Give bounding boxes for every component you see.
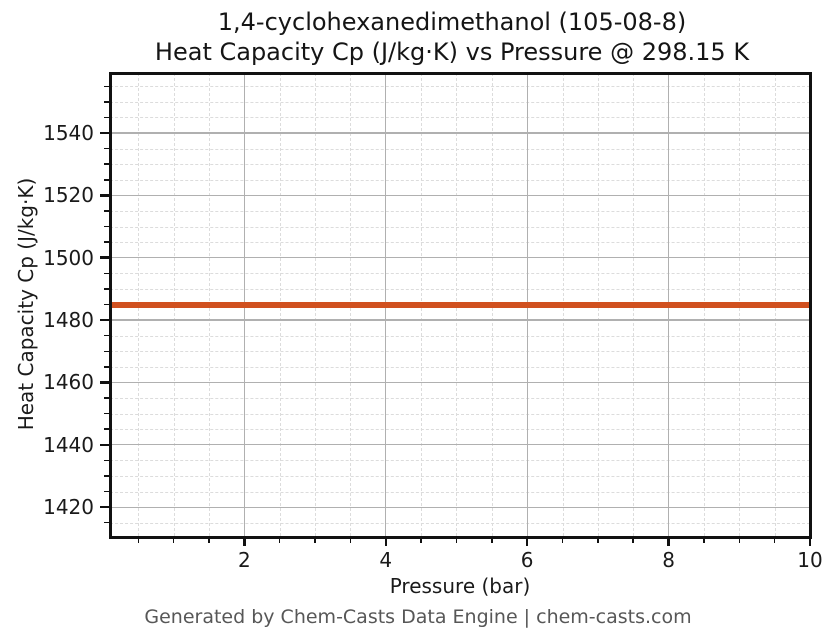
x-minor-tick — [632, 538, 634, 543]
footer-credit: Generated by Chem-Casts Data Engine | ch… — [144, 606, 692, 628]
x-major-tick — [808, 538, 812, 546]
x-tick-label: 8 — [662, 548, 675, 572]
x-minor-tick — [455, 538, 458, 543]
y-minor-gridline — [110, 522, 810, 524]
x-minor-tick — [278, 538, 281, 543]
chart-title-line1: 1,4-cyclohexanedimethanol (105-08-8) — [217, 8, 687, 36]
y-major-gridline — [110, 381, 810, 384]
y-minor-gridline — [110, 101, 810, 103]
y-minor-tick — [104, 428, 109, 430]
y-major-tick — [100, 131, 109, 135]
y-minor-gridline — [110, 86, 810, 88]
chart-title-line2: Heat Capacity Cp (J/kg·K) vs Pressure @ … — [154, 38, 750, 66]
y-minor-gridline — [110, 117, 810, 119]
y-major-tick — [100, 194, 109, 197]
y-major-gridline — [110, 444, 810, 446]
y-minor-gridline — [110, 351, 810, 353]
y-minor-gridline — [110, 413, 810, 415]
x-minor-tick — [738, 538, 741, 543]
y-minor-gridline — [110, 273, 810, 275]
x-minor-tick — [773, 538, 776, 543]
y-major-gridline — [110, 194, 810, 197]
x-tick-label: 2 — [237, 548, 251, 572]
y-minor-tick — [104, 210, 109, 212]
y-minor-tick — [104, 490, 109, 493]
y-minor-tick — [104, 288, 109, 290]
y-minor-gridline — [110, 148, 810, 150]
chart-title: 1,4-cyclohexanedimethanol (105-08-8) Hea… — [68, 7, 836, 67]
y-minor-tick — [104, 366, 109, 368]
y-tick-label: 1420 — [43, 495, 94, 520]
data-line-cp — [110, 301, 810, 308]
y-minor-tick — [104, 459, 109, 462]
x-minor-tick — [208, 538, 210, 543]
y-minor-tick — [104, 272, 109, 275]
y-minor-gridline — [110, 366, 810, 368]
y-minor-gridline — [110, 179, 810, 181]
y-tick-label: 1520 — [43, 183, 94, 208]
y-minor-gridline — [110, 210, 810, 212]
y-minor-tick — [104, 397, 109, 399]
y-minor-tick — [104, 475, 109, 477]
y-minor-tick — [104, 521, 109, 524]
x-minor-tick — [137, 538, 140, 543]
y-tick-label: 1500 — [43, 245, 94, 270]
y-minor-gridline — [110, 164, 810, 166]
y-minor-tick — [104, 241, 109, 243]
plot-area — [110, 73, 810, 536]
x-tick-label: 10 — [797, 548, 823, 572]
x-major-tick — [243, 538, 246, 546]
y-minor-tick — [104, 350, 109, 353]
x-minor-tick — [420, 538, 422, 543]
y-minor-tick — [104, 179, 109, 181]
y-tick-label: 1440 — [43, 432, 94, 457]
y-minor-tick — [104, 147, 109, 150]
y-minor-gridline — [110, 398, 810, 400]
x-tick-label: 6 — [520, 548, 534, 572]
x-major-tick — [525, 538, 529, 546]
y-minor-gridline — [110, 288, 810, 290]
x-minor-tick — [349, 538, 352, 543]
x-minor-tick — [172, 538, 175, 543]
x-major-tick — [667, 538, 670, 546]
x-minor-tick — [561, 538, 564, 543]
y-minor-gridline — [110, 335, 810, 337]
y-major-tick — [100, 318, 109, 322]
x-minor-tick — [597, 538, 599, 543]
y-major-gridline — [110, 132, 810, 134]
y-minor-gridline — [110, 491, 810, 493]
y-minor-gridline — [110, 242, 810, 244]
y-major-gridline — [110, 319, 810, 321]
x-minor-tick — [314, 538, 316, 543]
y-minor-gridline — [110, 226, 810, 228]
x-major-tick — [384, 538, 387, 546]
y-major-tick — [100, 443, 109, 447]
y-minor-tick — [104, 412, 109, 415]
y-major-gridline — [110, 506, 810, 508]
y-tick-label: 1460 — [43, 370, 94, 395]
x-tick-label: 4 — [379, 548, 393, 572]
y-minor-tick — [104, 116, 109, 119]
y-minor-tick — [104, 225, 109, 228]
y-minor-gridline — [110, 475, 810, 477]
y-major-tick — [100, 381, 109, 384]
y-major-gridline — [110, 257, 810, 259]
y-major-tick — [100, 256, 109, 259]
y-major-tick — [100, 505, 109, 509]
y-minor-gridline — [110, 460, 810, 462]
x-axis-label: Pressure (bar) — [389, 574, 531, 598]
y-minor-tick — [104, 163, 109, 165]
y-minor-tick — [104, 303, 109, 306]
y-minor-gridline — [110, 429, 810, 431]
y-tick-label: 1480 — [43, 308, 94, 333]
y-tick-label: 1540 — [43, 121, 94, 146]
x-minor-tick — [703, 538, 705, 543]
y-minor-tick — [104, 101, 109, 103]
x-minor-tick — [491, 538, 493, 543]
y-minor-tick — [104, 85, 109, 87]
y-minor-tick — [104, 334, 109, 337]
